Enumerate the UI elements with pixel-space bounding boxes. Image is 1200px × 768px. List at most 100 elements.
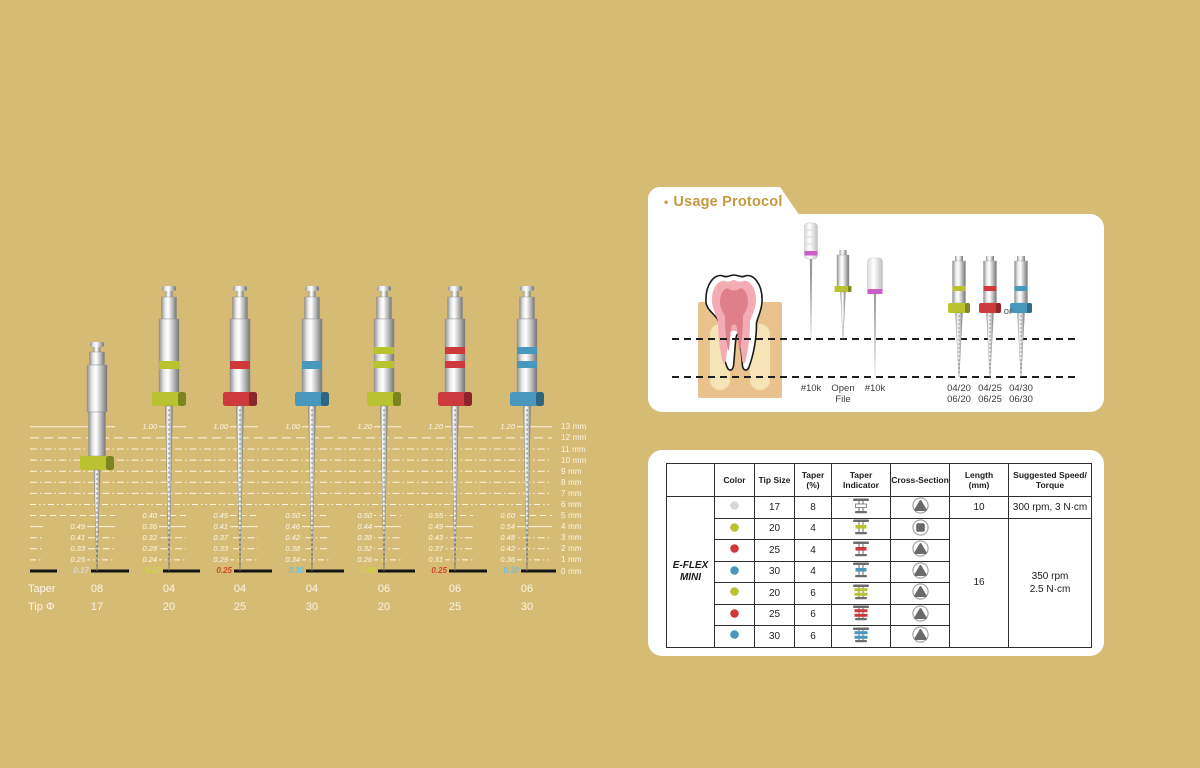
mm-scale-label: 11 mm (561, 444, 586, 454)
diameter-mark: 0.33 (43, 543, 87, 554)
file-illustration-2 (152, 286, 186, 572)
mm-scale-label: 8 mm (561, 477, 582, 487)
taper-cell: 8 (794, 496, 832, 519)
diameter-mark: 0.54 (473, 521, 517, 532)
header-color: Color (714, 463, 755, 497)
diameter-mark: 0.26 (330, 554, 374, 565)
diameter-mark: 0.38 (258, 543, 302, 554)
file-illustration-4 (295, 286, 329, 572)
spec-table: Color Tip Size Taper (%) Taper Indicator C… (666, 463, 1092, 648)
taper-axis-label: Taper (28, 583, 56, 595)
taper-indicator-red-icon (853, 541, 869, 556)
color-dot-red (730, 544, 739, 554)
diameter-mark: 0.28 (115, 543, 159, 554)
color-dot-blue (730, 565, 739, 575)
diameter-mark: 0.41 (43, 532, 87, 543)
diameter-mark: 0.40 (115, 510, 159, 521)
file-illustration-5 (367, 286, 401, 572)
header-taper: Taper (%) (794, 463, 832, 497)
color-dot-cell (714, 517, 755, 540)
cross-section-triangle-icon (911, 605, 929, 622)
protocol-step-label: 04/30 06/30 (1009, 383, 1033, 405)
header-taper-indicator: Taper Indicator (831, 463, 891, 497)
diameter-mark: 0.38 (330, 532, 374, 543)
diameter-mark: 0.32 (330, 543, 374, 554)
header-cross-section: Cross-Section (890, 463, 950, 497)
tip-size-cell: 20 (754, 517, 795, 540)
cross-section-cell (890, 496, 950, 519)
diameter-mark: 0.25 (43, 554, 87, 565)
taper-cell: 4 (794, 539, 832, 562)
taper-value: 06 (377, 583, 391, 595)
header-blank (666, 463, 715, 497)
mm-scale-label: 7 mm (561, 488, 582, 498)
tooth-illustration (698, 274, 782, 398)
taper-cell: 4 (794, 517, 832, 540)
open-file (834, 250, 852, 340)
taper-indicator-cell (831, 625, 891, 648)
protocol-step-label: #10k (864, 383, 886, 394)
taper-indicator-cell (831, 539, 891, 562)
color-dot-cell (714, 582, 755, 605)
protocol-step-label: 04/20 06/20 (947, 383, 971, 405)
file-illustration-7 (510, 286, 544, 572)
cross-section-triangle-icon (911, 583, 929, 600)
color-dot-red (730, 608, 739, 618)
cross-section-triangle-icon (911, 626, 929, 643)
taper-indicator-cell (831, 496, 891, 519)
usage-protocol-tab-slant (780, 187, 800, 216)
diameter-mark: 0.43 (401, 532, 445, 543)
tip-size-cell: 30 (754, 625, 795, 648)
tip-size-cell: 25 (754, 539, 795, 562)
protocol-step-label: #10k (800, 383, 822, 394)
taper-indicator-cell (831, 582, 891, 605)
tip-size-cell: 25 (754, 603, 795, 626)
tip-axis-label: Tip Φ (28, 601, 55, 613)
tip-diameter: 0.20 (129, 566, 163, 576)
mm-scale-label: 3 mm (561, 533, 582, 543)
diameter-mark: 0.37 (186, 532, 230, 543)
bullet-icon: • (664, 195, 669, 209)
or-label: or (1003, 306, 1013, 317)
taper-indicator-blue-icon (853, 562, 869, 578)
diameter-mark: 0.41 (186, 521, 230, 532)
tip-diameter: 0.25 (200, 566, 234, 576)
d13-mark: 1.00 (186, 421, 230, 432)
mm-scale-label: 1 mm (561, 555, 582, 565)
diameter-mark: 0.37 (401, 543, 445, 554)
diameter-mark: 0.44 (330, 521, 374, 532)
taper-indicator-red-double-icon (853, 605, 869, 621)
taper-indicator-blue-double-icon (853, 627, 869, 642)
mm-scale-label: 5 mm (561, 511, 582, 520)
mini-file-red (979, 256, 1001, 378)
taper-indicator-yellow-double-icon (853, 584, 869, 599)
speed-cell: 300 rpm, 3 N·cm (1008, 496, 1092, 519)
file-illustration-6 (438, 286, 472, 572)
d13-mark: 1.00 (258, 421, 302, 432)
header-length: Length (mm) (949, 463, 1009, 497)
diameter-mark: 0.49 (401, 521, 445, 532)
diameter-mark: 0.24 (115, 554, 159, 565)
tip-diameter: 0.20 (344, 566, 378, 576)
mm-scale-label: 6 mm (561, 500, 582, 509)
tip-size-cell: 20 (754, 582, 795, 605)
file-illustration-3 (223, 286, 257, 572)
tip-value: 25 (233, 601, 247, 613)
taper-indicator-white-icon (853, 498, 869, 513)
d13-mark: 1.00 (115, 421, 159, 432)
diameter-mark: 0.46 (258, 521, 302, 532)
cross-section-triangle-icon (911, 497, 929, 514)
usage-protocol-title: • Usage Protocol (664, 194, 783, 210)
taper-indicator-cell (831, 603, 891, 626)
tip-value: 30 (520, 601, 534, 613)
tip-diameter: 0.30 (272, 566, 306, 576)
diameter-mark: 0.55 (401, 510, 445, 521)
mm-scale-label: 0 mm (561, 566, 582, 576)
taper-cell: 6 (794, 603, 832, 626)
tip-size-cell: 17 (754, 496, 795, 519)
header-tip-size: Tip Size (754, 463, 795, 497)
diameter-mark: 0.32 (115, 532, 159, 543)
length-cell: 10 (949, 496, 1009, 519)
d13-mark: 1.20 (473, 421, 517, 432)
